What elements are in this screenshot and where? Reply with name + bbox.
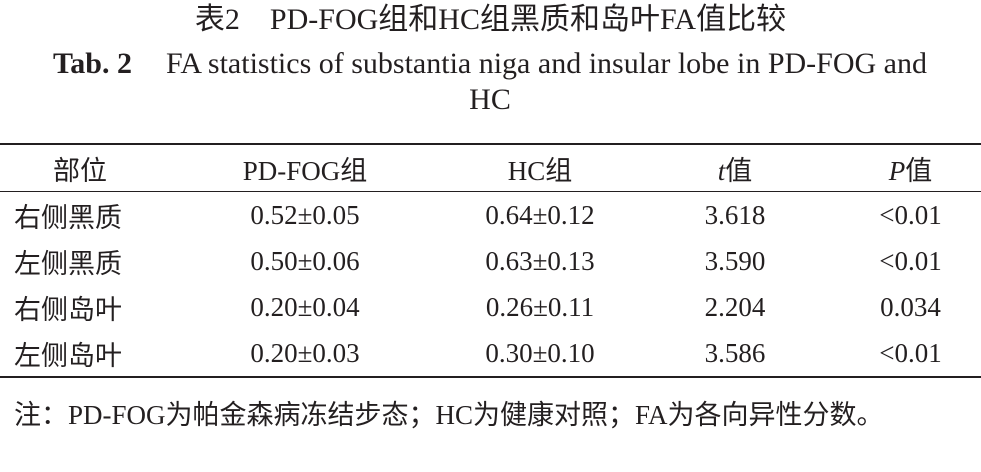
cell: <0.01 xyxy=(879,337,942,368)
table-body: 右侧黑质 0.52±0.05 0.64±0.12 3.618 <0.01 左侧黑质 0.50… xyxy=(0,192,981,377)
table: 部位 PD-FOG组 HC组 t值 P值 右侧黑质 0.52±0.05 0.64±0.12 3… xyxy=(0,143,981,378)
cell: 0.20±0.04 xyxy=(250,291,360,322)
table-row: 左侧黑质 0.50±0.06 0.63±0.13 3.590 <0.01 xyxy=(0,238,981,284)
cell: 0.26±0.11 xyxy=(485,291,595,322)
cell: 2.204 xyxy=(704,291,766,322)
cell: 3.586 xyxy=(704,337,766,368)
table-row: 左侧岛叶 0.20±0.03 0.30±0.10 3.586 <0.01 xyxy=(0,330,981,377)
cell: 0.30±0.10 xyxy=(485,337,595,368)
header-row: 部位 PD-FOG组 HC组 t值 P值 xyxy=(0,144,981,192)
table-row: 右侧黑质 0.52±0.05 0.64±0.12 3.618 <0.01 xyxy=(0,192,981,239)
table-row: 右侧岛叶 0.20±0.04 0.26±0.11 2.204 0.034 xyxy=(0,284,981,330)
title-text: FA statistics of substantia niga and ins… xyxy=(165,47,927,116)
cell: 0.52±0.05 xyxy=(250,199,360,230)
column-header: HC组 xyxy=(507,155,573,186)
cell: <0.01 xyxy=(879,245,942,276)
title-en: Tab. 2 FA statistics of substantia niga a… xyxy=(40,46,940,118)
cell: 3.618 xyxy=(704,199,766,230)
cell: 3.590 xyxy=(704,245,766,276)
cell: 0.034 xyxy=(880,291,941,322)
cell: 0.20±0.03 xyxy=(250,337,360,368)
note: 注：PD-FOG为帕金森病冻结步态；HC为健康对照；FA为各向异性分数。 xyxy=(14,400,884,430)
row-label: 右侧黑质 xyxy=(14,202,122,233)
cell: 0.63±0.13 xyxy=(485,245,595,276)
column-header: PD-FOG组 xyxy=(242,155,368,186)
cell: 0.50±0.06 xyxy=(250,245,360,276)
column-header: t值 xyxy=(717,155,753,186)
table-number: Tab. 2 xyxy=(53,47,132,80)
row-label: 左侧黑质 xyxy=(14,248,122,279)
row-label: 左侧岛叶 xyxy=(14,340,122,371)
row-label: 右侧岛叶 xyxy=(14,294,122,325)
column-header: 部位 xyxy=(53,155,107,186)
cell: 0.64±0.12 xyxy=(485,199,595,230)
column-header: P值 xyxy=(888,155,933,186)
cell: <0.01 xyxy=(879,199,942,230)
title-cn: 表2 PD-FOG组和HC组黑质和岛叶FA值比较 xyxy=(194,3,787,36)
